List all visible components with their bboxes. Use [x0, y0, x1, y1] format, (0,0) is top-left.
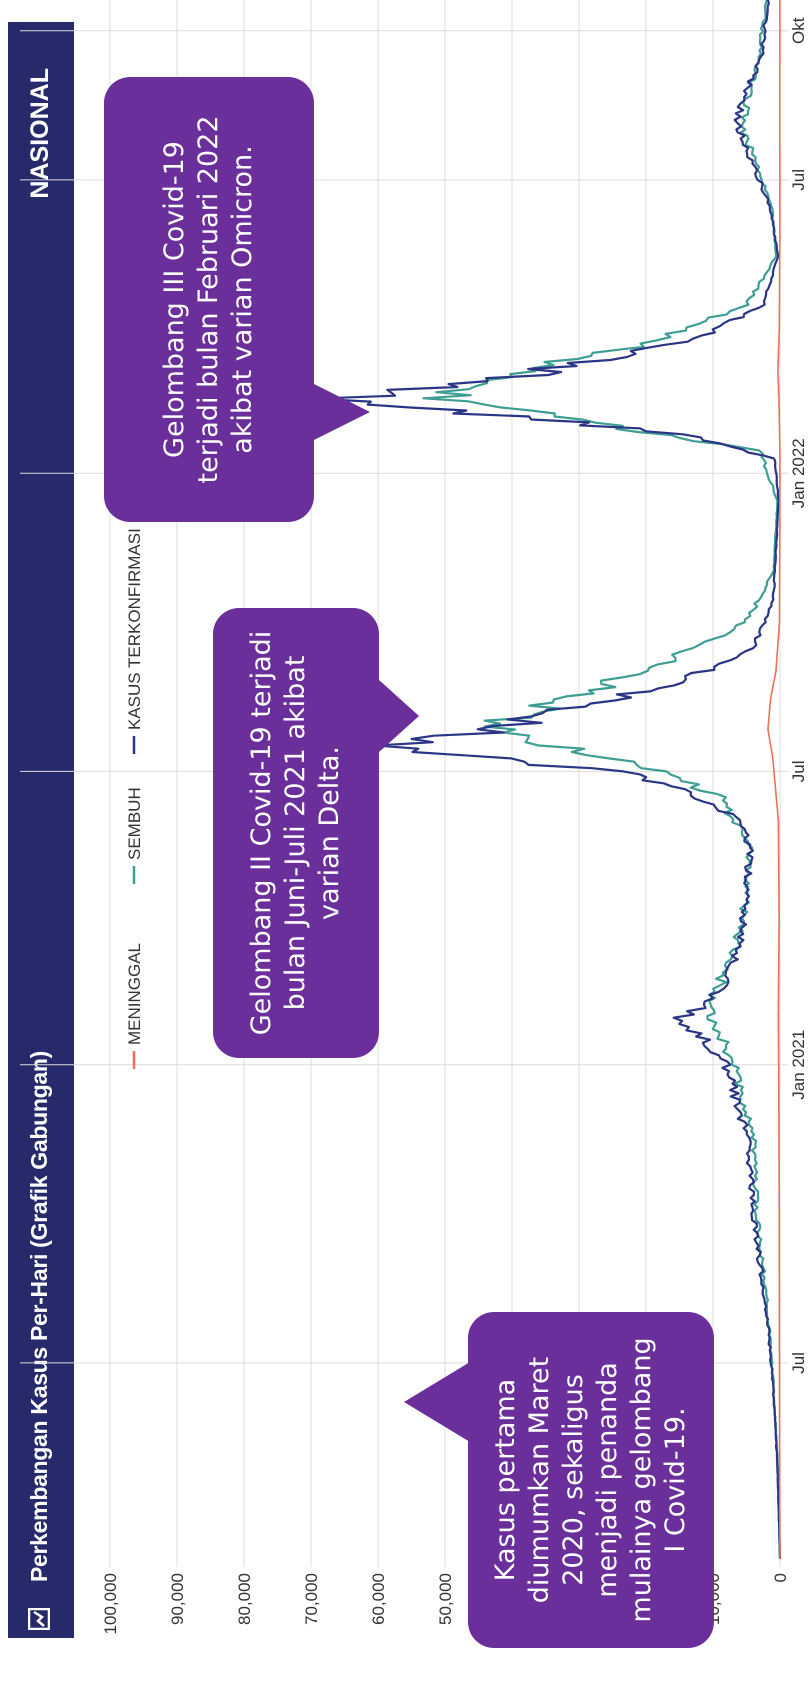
series-line-meninggal — [767, 0, 781, 1559]
legend-label: MENINGGAL — [125, 943, 144, 1045]
x-tick-label: Jul — [789, 1352, 808, 1374]
annotation-wave-3: Gelombang III Covid-19 terjadi bulan Feb… — [104, 77, 314, 522]
chart-legend: MENINGGAL SEMBUH KASUS TERKONFIRMASI — [125, 528, 144, 1069]
x-tick-label: Jul — [789, 169, 808, 191]
chart-series — [312, 0, 782, 1560]
y-tick-label: 100,000 — [101, 1573, 120, 1634]
annotation-wave-1-pointer — [404, 1362, 470, 1442]
chart-line-icon — [28, 1608, 50, 1630]
y-tick-label: 90,000 — [168, 1573, 187, 1625]
y-tick-label: 0 — [771, 1573, 790, 1582]
y-tick-label: 80,000 — [235, 1573, 254, 1625]
annotation-wave-3-pointer — [314, 384, 370, 440]
series-line-sembuh — [422, 0, 782, 1560]
y-tick-label: 50,000 — [436, 1573, 455, 1625]
annotation-wave-2: Gelombang II Covid-19 terjadi bulan Juni… — [213, 608, 379, 1058]
x-tick-label: Jan 2022 — [789, 438, 808, 508]
legend-label: KASUS TERKONFIRMASI — [125, 528, 144, 730]
header-bar: Perkembangan Kasus Per-Hari (Grafik Gabu… — [8, 22, 74, 1638]
x-axis-ticks: Jul Jan 2021 Jul Jan 2022 Jul Okt — [789, 17, 808, 1373]
x-tick-label: Okt — [789, 17, 808, 44]
x-tick-label: Jan 2021 — [789, 1030, 808, 1100]
x-tick-label: Jul — [789, 761, 808, 783]
y-tick-label: 70,000 — [302, 1573, 321, 1625]
annotation-wave-2-pointer — [379, 680, 419, 752]
annotation-wave-1: Kasus pertama diumumkan Maret 2020, seka… — [468, 1312, 714, 1648]
y-tick-label: 60,000 — [369, 1573, 388, 1625]
series-line-kasus-terkonfirmasi — [312, 0, 782, 1560]
legend-label: SEMBUH — [125, 787, 144, 860]
